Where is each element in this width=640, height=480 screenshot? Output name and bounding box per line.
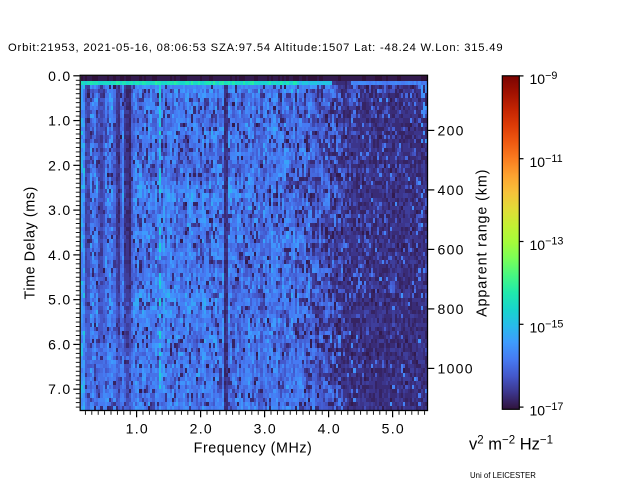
svg-text:400: 400 [438,182,465,198]
svg-text:0.0: 0.0 [48,68,71,84]
svg-text:800: 800 [438,301,465,317]
svg-text:Uni of LEICESTER: Uni of LEICESTER [470,471,536,480]
svg-text:4.0: 4.0 [318,421,341,437]
svg-text:Time Delay (ms): Time Delay (ms) [22,186,38,299]
svg-text:2.0: 2.0 [48,157,71,173]
svg-text:10−15: 10−15 [530,318,564,335]
svg-text:Apparent range (km): Apparent range (km) [474,169,490,317]
svg-text:Frequency (MHz): Frequency (MHz) [194,440,313,456]
svg-text:6.0: 6.0 [48,336,71,352]
svg-text:10−13: 10−13 [530,236,564,253]
svg-text:4.0: 4.0 [48,247,71,263]
svg-text:200: 200 [438,122,465,138]
svg-text:1000: 1000 [438,360,474,376]
svg-text:10−11: 10−11 [530,153,563,170]
svg-text:2.0: 2.0 [190,421,213,437]
svg-text:v2 m−2 Hz−1: v2 m−2 Hz−1 [469,435,553,454]
svg-text:1.0: 1.0 [126,421,149,437]
svg-text:600: 600 [438,241,465,257]
svg-text:3.0: 3.0 [48,202,71,218]
svg-text:10−9: 10−9 [530,70,558,87]
svg-text:10−17: 10−17 [530,401,564,418]
svg-text:Orbit:21953, 2021-05-16, 08:06: Orbit:21953, 2021-05-16, 08:06:53 SZA:97… [8,42,503,54]
svg-text:5.0: 5.0 [48,292,71,308]
svg-text:1.0: 1.0 [48,113,71,129]
svg-text:5.0: 5.0 [382,421,405,437]
svg-text:3.0: 3.0 [254,421,277,437]
svg-text:7.0: 7.0 [48,381,71,397]
